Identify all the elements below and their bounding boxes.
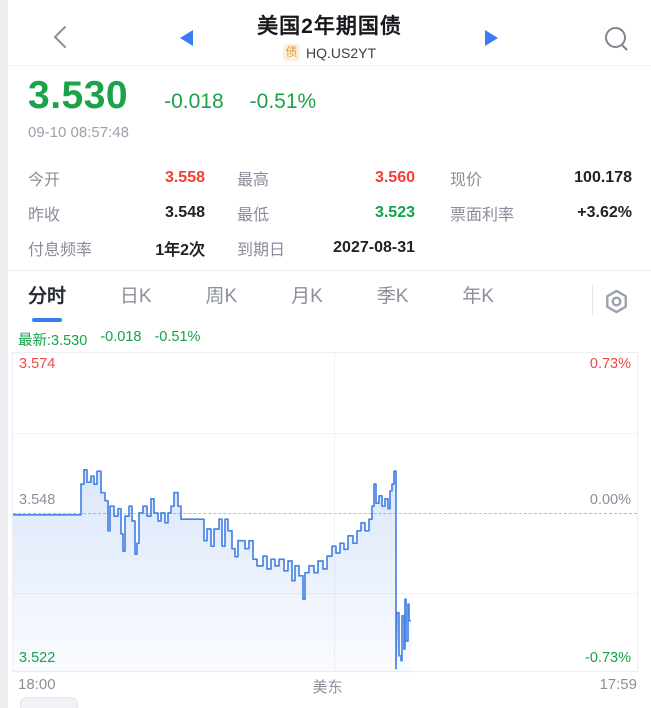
stats-grid: 今开 3.558 最高 3.560 现价 100.178 昨收 3.548 最低… (28, 160, 632, 265)
price-line-chart (13, 469, 411, 673)
y-axis-max-pct: 0.73% (589, 356, 631, 372)
price-line (13, 469, 411, 670)
back-chevron-icon (54, 26, 66, 48)
stat-value: 100.178 (574, 168, 632, 186)
tab-label: 周K (205, 286, 238, 307)
stat-label: 最高 (237, 171, 270, 189)
tab-weekly-k[interactable]: 周K (206, 281, 238, 322)
search-icon (605, 27, 628, 51)
stat-pay-frequency: 付息频率 1年2次 (28, 236, 205, 260)
chart-settings-button[interactable] (603, 288, 630, 315)
tab-daily-k[interactable]: 日K (120, 281, 152, 322)
latest-change: -0.018 (100, 329, 142, 345)
tab-label: 日K (119, 286, 152, 307)
stat-value: 3.560 (374, 168, 415, 186)
stat-high: 最高 3.560 (237, 166, 415, 190)
latest-value: 最新:3.530 (18, 333, 88, 349)
y-axis-min-pct: -0.73% (585, 650, 631, 666)
tab-label: 年K (462, 286, 494, 307)
stat-label: 票面利率 (450, 206, 515, 224)
stats-row: 今开 3.558 最高 3.560 现价 100.178 (28, 160, 632, 195)
title-block: 美国2年期国债 债 HQ.US2YT (8, 10, 651, 61)
tab-minute[interactable]: 分时 (28, 281, 66, 322)
settings-nut-icon (606, 289, 627, 314)
tab-label: 分时 (28, 286, 67, 307)
stats-row: 付息频率 1年2次 到期日 2027-08-31 (28, 230, 632, 265)
stat-open: 今开 3.558 (28, 166, 205, 190)
search-button[interactable] (602, 24, 632, 54)
last-price: 3.530 (28, 74, 129, 117)
section-divider (8, 270, 651, 271)
prev-close-dashed-line (13, 513, 637, 514)
tab-label: 月K (291, 286, 323, 307)
left-edge-strip (0, 0, 8, 708)
x-label-end: 17:59 (599, 676, 637, 693)
y-axis-min-price: 3.522 (19, 650, 56, 666)
tab-yearly-k[interactable]: 年K (462, 281, 494, 322)
stat-maturity-date: 到期日 2027-08-31 (237, 236, 415, 260)
stat-label: 到期日 (237, 241, 286, 259)
x-label-start: 18:00 (18, 676, 56, 693)
subtitle: 债 HQ.US2YT (8, 44, 651, 61)
stat-value: 3.548 (164, 203, 205, 221)
intraday-chart[interactable]: 3.574 0.73% 3.548 0.00% 3.522 -0.73% (12, 352, 638, 673)
tab-label: 季K (376, 286, 409, 307)
stat-label: 现价 (450, 171, 483, 189)
stat-current-price: 现价 100.178 (450, 166, 632, 190)
stat-label: 最低 (237, 206, 270, 224)
next-instrument-arrow-icon[interactable] (485, 30, 498, 46)
quote-timestamp: 09-10 08:57:48 (28, 124, 129, 141)
stats-row: 昨收 3.548 最低 3.523 票面利率 +3.62% (28, 195, 632, 230)
stat-label: 昨收 (28, 206, 61, 224)
stat-prev-close: 昨收 3.548 (28, 201, 205, 225)
stat-value: 2027-08-31 (333, 238, 415, 256)
stat-label: 今开 (28, 171, 61, 189)
x-label-timezone: 美东 (312, 679, 343, 696)
header-bar: 美国2年期国债 债 HQ.US2YT (8, 0, 651, 66)
price-area-fill (13, 469, 411, 673)
tab-monthly-k[interactable]: 月K (291, 281, 323, 322)
gridline (13, 433, 637, 434)
stat-value: 3.558 (164, 168, 205, 186)
y-axis-mid-price: 3.548 (19, 492, 56, 508)
tabs-divider (592, 285, 593, 315)
quote-row: 3.530 -0.018 -0.51% (28, 74, 316, 118)
x-axis-labels: 18:00 美东 17:59 (18, 676, 637, 697)
bond-type-badge: 债 (282, 44, 300, 61)
instrument-code: HQ.US2YT (305, 44, 376, 61)
stat-label: 付息频率 (28, 241, 93, 259)
stat-value: 3.523 (374, 203, 415, 221)
prev-instrument-arrow-icon[interactable] (180, 30, 193, 46)
price-change-pct: -0.51% (249, 90, 317, 113)
y-axis-mid-pct: 0.00% (589, 492, 631, 508)
period-tabs: 分时 日K 周K 月K 季K 年K (28, 281, 494, 322)
price-change: -0.018 (164, 90, 224, 113)
tab-quarterly-k[interactable]: 季K (377, 281, 409, 322)
latest-price-overlay: 最新:3.530 -0.018 -0.51% (18, 329, 213, 350)
latest-change-pct: -0.51% (154, 329, 201, 345)
stat-value: +3.62% (577, 203, 632, 221)
active-tab-underline (32, 318, 62, 322)
back-button[interactable] (48, 22, 74, 52)
y-axis-max-price: 3.574 (19, 356, 56, 372)
bottom-toolbar-pill[interactable] (20, 697, 78, 708)
page-title: 美国2年期国债 (257, 15, 402, 38)
stat-coupon-rate: 票面利率 +3.62% (450, 201, 632, 225)
stat-low: 最低 3.523 (237, 201, 415, 225)
stat-value: 1年2次 (155, 241, 205, 259)
gridline-vertical (334, 353, 335, 671)
